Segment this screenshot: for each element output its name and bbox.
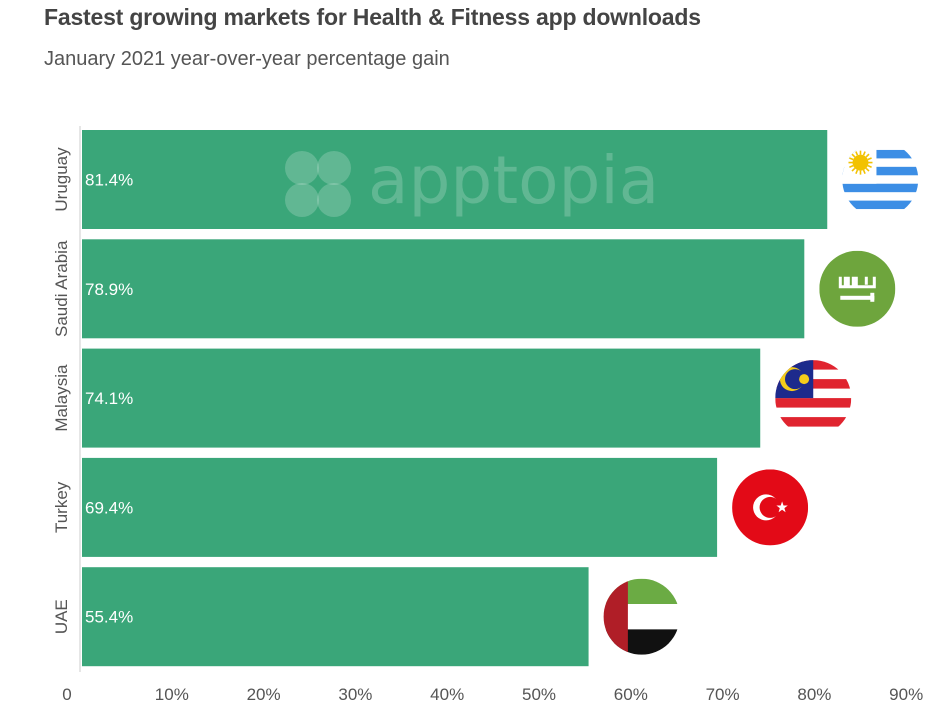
x-tick-label: 50% (522, 685, 556, 704)
bar-saudi-arabia (82, 239, 805, 339)
x-tick-label: 0 (62, 685, 71, 704)
value-label: 78.9% (85, 280, 133, 299)
category-label: Turkey (52, 481, 71, 533)
flags-group (603, 141, 919, 655)
category-label: Uruguay (52, 147, 71, 212)
value-label: 74.1% (85, 389, 133, 408)
x-tick-label: 90% (889, 685, 923, 704)
value-label: 69.4% (85, 498, 133, 517)
x-tick-label: 40% (430, 685, 464, 704)
category-label: Malaysia (52, 364, 71, 432)
bars-group: Uruguay 81.4% Saudi Arabia 78.9% Malaysia 74.… (52, 130, 828, 667)
watermark-text: apptopia (368, 142, 659, 219)
apptopia-logo-icon (285, 151, 351, 217)
value-label: 55.4% (85, 608, 133, 627)
value-label: 81.4% (85, 171, 133, 190)
x-tick-label: 60% (614, 685, 648, 704)
uae-flag-icon (603, 578, 680, 655)
chart-subtitle: January 2021 year-over-year percentage g… (44, 48, 450, 70)
uruguay-flag-icon (842, 141, 919, 218)
x-tick-label: 20% (247, 685, 281, 704)
saudi-arabia-flag-icon (819, 250, 896, 327)
category-label: UAE (52, 599, 71, 634)
x-tick-label: 10% (155, 685, 189, 704)
bar-uruguay (82, 130, 828, 229)
apptopia-watermark: apptopia (285, 142, 659, 219)
bar-turkey (82, 457, 718, 557)
bar-malaysia (82, 348, 761, 448)
malaysia-flag-icon (775, 360, 852, 437)
chart-title: Fastest growing markets for Health & Fit… (44, 4, 701, 30)
x-tick-label: 70% (706, 685, 740, 704)
turkey-flag-icon (732, 469, 809, 546)
x-tick-label: 30% (338, 685, 372, 704)
x-tick-label: 80% (797, 685, 831, 704)
x-axis-ticks: 0 10% 20% 30% 40% 50% 60% 70% 80% 90% (62, 685, 923, 704)
category-label: Saudi Arabia (52, 240, 71, 337)
bar-uae (82, 567, 589, 667)
